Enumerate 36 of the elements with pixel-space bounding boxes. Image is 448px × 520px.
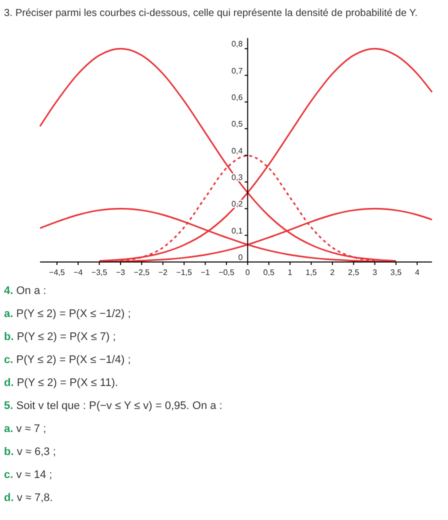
text: d. P(Y ≤ 2) = P(X ≤ 11). bbox=[4, 377, 118, 389]
x-tick-label: −1,5 bbox=[176, 268, 193, 277]
x-tick-label: 2 bbox=[330, 268, 336, 277]
x-tick-label: −4,5 bbox=[49, 268, 66, 277]
x-tick-label: 4 bbox=[414, 268, 420, 277]
y-tick-label: 0,4 bbox=[232, 146, 244, 156]
text: b. v ≈ 6,3 ; bbox=[4, 446, 56, 458]
x-tick-label: −3 bbox=[116, 268, 126, 277]
x-tick-label: 0 bbox=[245, 268, 250, 277]
y-tick-label: 0,1 bbox=[232, 226, 244, 236]
x-tick-label: 3,5 bbox=[390, 268, 402, 277]
y-tick-label: 0,8 bbox=[232, 40, 244, 49]
text: 5. Soit v tel que : P(−v ≤ Y ≤ v) = 0,95. On a : bbox=[4, 400, 222, 412]
text: a. v ≈ 7 ; bbox=[4, 423, 46, 435]
text: a. P(Y ≤ 2) = P(X ≤ −1/2) ; bbox=[4, 308, 131, 320]
x-tick-label: 2,5 bbox=[348, 268, 360, 277]
text: b. P(Y ≤ 2) = P(X ≤ 7) ; bbox=[4, 331, 116, 343]
text: c. v ≈ 14 ; bbox=[4, 469, 52, 481]
x-tick-label: 1,5 bbox=[306, 268, 318, 277]
y-tick-label: 0,5 bbox=[232, 120, 244, 129]
x-tick-label: 1 bbox=[288, 268, 293, 277]
text: 4. On a : bbox=[4, 285, 46, 297]
text: d. v ≈ 7,8. bbox=[4, 492, 53, 504]
text: c. P(Y ≤ 2) = P(X ≤ −1/4) ; bbox=[4, 354, 131, 366]
x-tick-label: −3,5 bbox=[91, 268, 108, 277]
x-tick-label: 0,5 bbox=[263, 268, 275, 277]
x-tick-label: 3 bbox=[372, 268, 378, 277]
x-tick-label: −2 bbox=[158, 268, 168, 277]
x-tick-label: −4 bbox=[74, 268, 84, 277]
chart-title: 3. Préciser parmi les courbes ci-dessous, celle qui représente la densité de probabilité de Y. bbox=[4, 8, 418, 19]
y-tick-label: 0 bbox=[238, 253, 244, 262]
y-tick-label: 0,7 bbox=[232, 66, 244, 76]
x-tick-label: −0,5 bbox=[218, 268, 235, 277]
x-tick-label: −1 bbox=[200, 268, 210, 277]
y-tick-label: 0,6 bbox=[232, 93, 244, 102]
x-tick-label: −2,5 bbox=[134, 268, 150, 277]
